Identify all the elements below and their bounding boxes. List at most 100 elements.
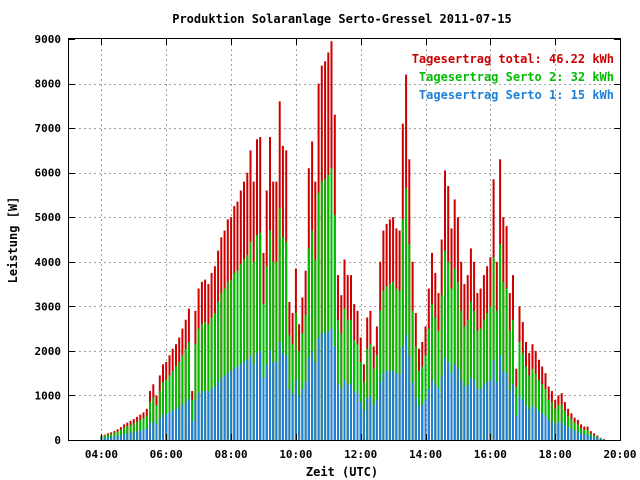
bar-serto-2 xyxy=(525,366,527,440)
legend-entry-serto-1: Tagesertrag Serto 1: 15 kWh xyxy=(419,88,614,102)
bar-serto-1 xyxy=(288,388,291,440)
y-tick-label: 3000 xyxy=(35,300,62,313)
bar-serto-2 xyxy=(291,344,294,440)
bar-serto-1 xyxy=(103,437,106,440)
bar-serto-2 xyxy=(119,429,122,440)
bar-serto-1 xyxy=(518,395,521,440)
y-tick-label: 2000 xyxy=(35,345,62,358)
y-tick-label: 8000 xyxy=(35,78,62,91)
x-tick-label: 08:00 xyxy=(214,448,247,461)
bar-serto-2 xyxy=(411,310,414,440)
bar-serto-1 xyxy=(168,412,171,440)
bar-serto-2 xyxy=(197,328,200,440)
bar-serto-2 xyxy=(285,241,288,440)
bar-serto-2 xyxy=(437,330,440,440)
bar-serto-2 xyxy=(243,259,245,440)
bar-serto-2 xyxy=(337,319,339,440)
bar-serto-1 xyxy=(534,407,537,440)
bar-serto-2 xyxy=(236,270,239,440)
bar-serto-2 xyxy=(155,405,158,440)
bar-serto-2 xyxy=(304,315,307,440)
bar-serto-2 xyxy=(499,244,502,440)
bar-serto-1 xyxy=(149,423,151,440)
y-tick-label: 1000 xyxy=(35,389,62,402)
bar-serto-2 xyxy=(301,333,304,440)
bar-serto-2 xyxy=(278,208,281,440)
bar-serto-1 xyxy=(557,422,560,440)
bar-serto-2 xyxy=(223,288,226,440)
bar-serto-1 xyxy=(411,382,414,440)
bar-serto-1 xyxy=(226,373,229,440)
bar-serto-2 xyxy=(505,288,508,440)
bar-serto-1 xyxy=(515,415,518,440)
bar-serto-2 xyxy=(353,339,356,441)
bar-serto-1 xyxy=(586,434,589,440)
bar-serto-1 xyxy=(246,359,249,440)
bar-serto-1 xyxy=(113,436,116,440)
bar-serto-2 xyxy=(314,259,317,440)
y-tick-label: 4000 xyxy=(35,256,62,269)
bar-serto-2 xyxy=(126,426,129,440)
bar-serto-1 xyxy=(395,373,398,440)
bar-serto-2 xyxy=(502,281,505,440)
bar-serto-2 xyxy=(421,366,424,440)
bar-serto-1 xyxy=(200,391,203,440)
bar-serto-1 xyxy=(466,384,469,440)
bar-serto-2 xyxy=(204,321,207,440)
bar-serto-1 xyxy=(162,415,164,440)
bar-serto-1 xyxy=(502,370,505,440)
bar-serto-2 xyxy=(171,370,174,440)
bar-serto-2 xyxy=(265,266,268,440)
bar-serto-2 xyxy=(317,192,320,440)
bar-serto-2 xyxy=(398,290,401,440)
bar-serto-1 xyxy=(340,388,343,440)
bar-serto-1 xyxy=(116,435,119,440)
bar-serto-1 xyxy=(541,413,544,440)
bar-serto-2 xyxy=(508,330,511,440)
bar-serto-2 xyxy=(259,232,262,440)
bar-serto-1 xyxy=(281,353,284,440)
bar-serto-1 xyxy=(265,364,268,440)
bar-serto-1 xyxy=(508,391,511,440)
bar-serto-1 xyxy=(538,411,540,440)
y-tick-label: 0 xyxy=(54,434,61,447)
bar-serto-2 xyxy=(531,368,534,440)
bar-serto-2 xyxy=(515,386,518,440)
bar-serto-1 xyxy=(593,436,596,440)
legend-entry-total: Tagesertrag total: 46.22 kWh xyxy=(412,52,614,66)
bar-serto-1 xyxy=(259,350,262,440)
bar-serto-1 xyxy=(366,397,369,440)
bar-serto-1 xyxy=(421,404,424,440)
bar-serto-2 xyxy=(226,281,229,440)
bar-serto-2 xyxy=(395,288,398,440)
bar-serto-2 xyxy=(473,310,476,440)
bar-serto-1 xyxy=(155,424,158,440)
bar-serto-2 xyxy=(460,310,463,440)
bar-serto-2 xyxy=(408,244,411,440)
bar-serto-1 xyxy=(560,421,563,440)
x-tick-label: 18:00 xyxy=(539,448,572,461)
bar-serto-2 xyxy=(246,255,249,440)
bar-serto-2 xyxy=(262,304,265,440)
bar-serto-2 xyxy=(534,373,537,440)
bar-serto-1 xyxy=(194,399,197,440)
bar-serto-2 xyxy=(431,304,433,440)
bar-serto-2 xyxy=(518,342,521,440)
bar-serto-2 xyxy=(359,362,362,440)
bar-serto-1 xyxy=(589,436,592,440)
bar-serto-2 xyxy=(479,328,482,440)
bar-serto-1 xyxy=(294,379,297,440)
bar-serto-1 xyxy=(405,335,408,440)
bar-serto-1 xyxy=(456,368,459,440)
bar-serto-1 xyxy=(207,391,210,440)
bar-serto-2 xyxy=(116,431,119,440)
bar-serto-2 xyxy=(311,230,314,440)
bar-serto-2 xyxy=(424,355,427,440)
bar-serto-2 xyxy=(181,355,184,440)
bar-serto-2 xyxy=(217,301,220,440)
tick-layer: 0 1000 2000 3000 4000 5000 6000 7000 8000 9000 04:… xyxy=(35,33,637,461)
bar-serto-2 xyxy=(103,435,106,440)
bar-serto-1 xyxy=(307,357,310,440)
bar-serto-2 xyxy=(521,353,524,440)
bar-serto-1 xyxy=(388,370,391,440)
